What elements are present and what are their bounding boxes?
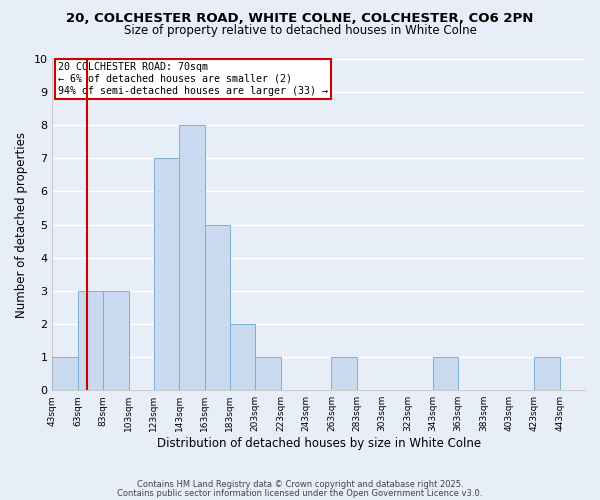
Bar: [205, 224, 230, 390]
Bar: [534, 357, 560, 390]
Bar: [256, 357, 281, 390]
X-axis label: Distribution of detached houses by size in White Colne: Distribution of detached houses by size …: [157, 437, 481, 450]
Bar: [78, 291, 103, 390]
Y-axis label: Number of detached properties: Number of detached properties: [15, 132, 28, 318]
Bar: [154, 158, 179, 390]
Text: Size of property relative to detached houses in White Colne: Size of property relative to detached ho…: [124, 24, 476, 37]
Text: 20, COLCHESTER ROAD, WHITE COLNE, COLCHESTER, CO6 2PN: 20, COLCHESTER ROAD, WHITE COLNE, COLCHE…: [67, 12, 533, 26]
Bar: [179, 125, 205, 390]
Text: 20 COLCHESTER ROAD: 70sqm
← 6% of detached houses are smaller (2)
94% of semi-de: 20 COLCHESTER ROAD: 70sqm ← 6% of detach…: [58, 62, 328, 96]
Text: Contains public sector information licensed under the Open Government Licence v3: Contains public sector information licen…: [118, 489, 482, 498]
Bar: [103, 291, 128, 390]
Bar: [52, 357, 78, 390]
Text: Contains HM Land Registry data © Crown copyright and database right 2025.: Contains HM Land Registry data © Crown c…: [137, 480, 463, 489]
Bar: [230, 324, 256, 390]
Bar: [433, 357, 458, 390]
Bar: [331, 357, 357, 390]
